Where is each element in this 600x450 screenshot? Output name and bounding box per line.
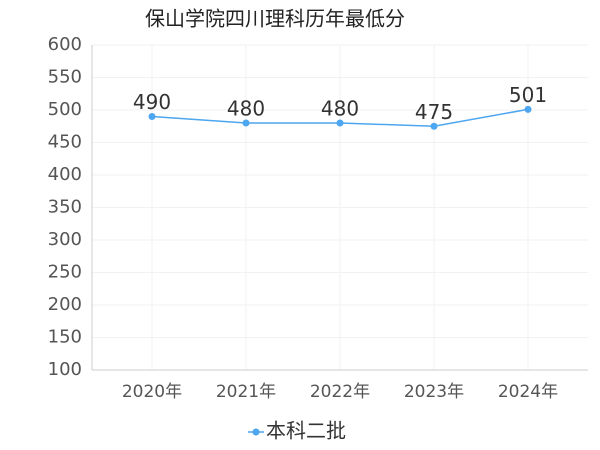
y-tick-label: 300	[48, 229, 82, 250]
data-point	[242, 119, 250, 127]
x-tick-label: 2020年	[122, 382, 182, 402]
legend-label: 本科二批	[266, 419, 346, 443]
y-tick-label: 400	[48, 164, 82, 185]
y-tick-label: 450	[48, 132, 82, 153]
x-tick-label: 2024年	[498, 382, 558, 402]
data-label: 480	[227, 97, 265, 121]
data-point	[430, 122, 438, 130]
data-label: 490	[133, 90, 171, 114]
y-tick-label: 150	[48, 327, 82, 348]
y-tick-label: 250	[48, 262, 82, 283]
y-tick-label: 200	[48, 294, 82, 315]
y-tick-label: 600	[48, 34, 82, 55]
y-tick-label: 550	[48, 67, 82, 88]
data-label: 475	[415, 100, 453, 124]
data-point	[336, 119, 344, 127]
chart-title: 保山学院四川理科历年最低分	[145, 7, 405, 31]
x-tick-label: 2023年	[404, 382, 464, 402]
data-label: 480	[321, 97, 359, 121]
data-point	[148, 113, 156, 120]
data-point	[524, 105, 532, 113]
y-tick-label: 500	[48, 99, 82, 120]
y-tick-label: 350	[48, 197, 82, 218]
x-tick-label: 2022年	[310, 382, 370, 402]
data-label: 501	[509, 83, 547, 107]
x-tick-label: 2021年	[216, 382, 276, 402]
legend-marker	[252, 428, 260, 436]
y-tick-label: 100	[48, 359, 82, 380]
